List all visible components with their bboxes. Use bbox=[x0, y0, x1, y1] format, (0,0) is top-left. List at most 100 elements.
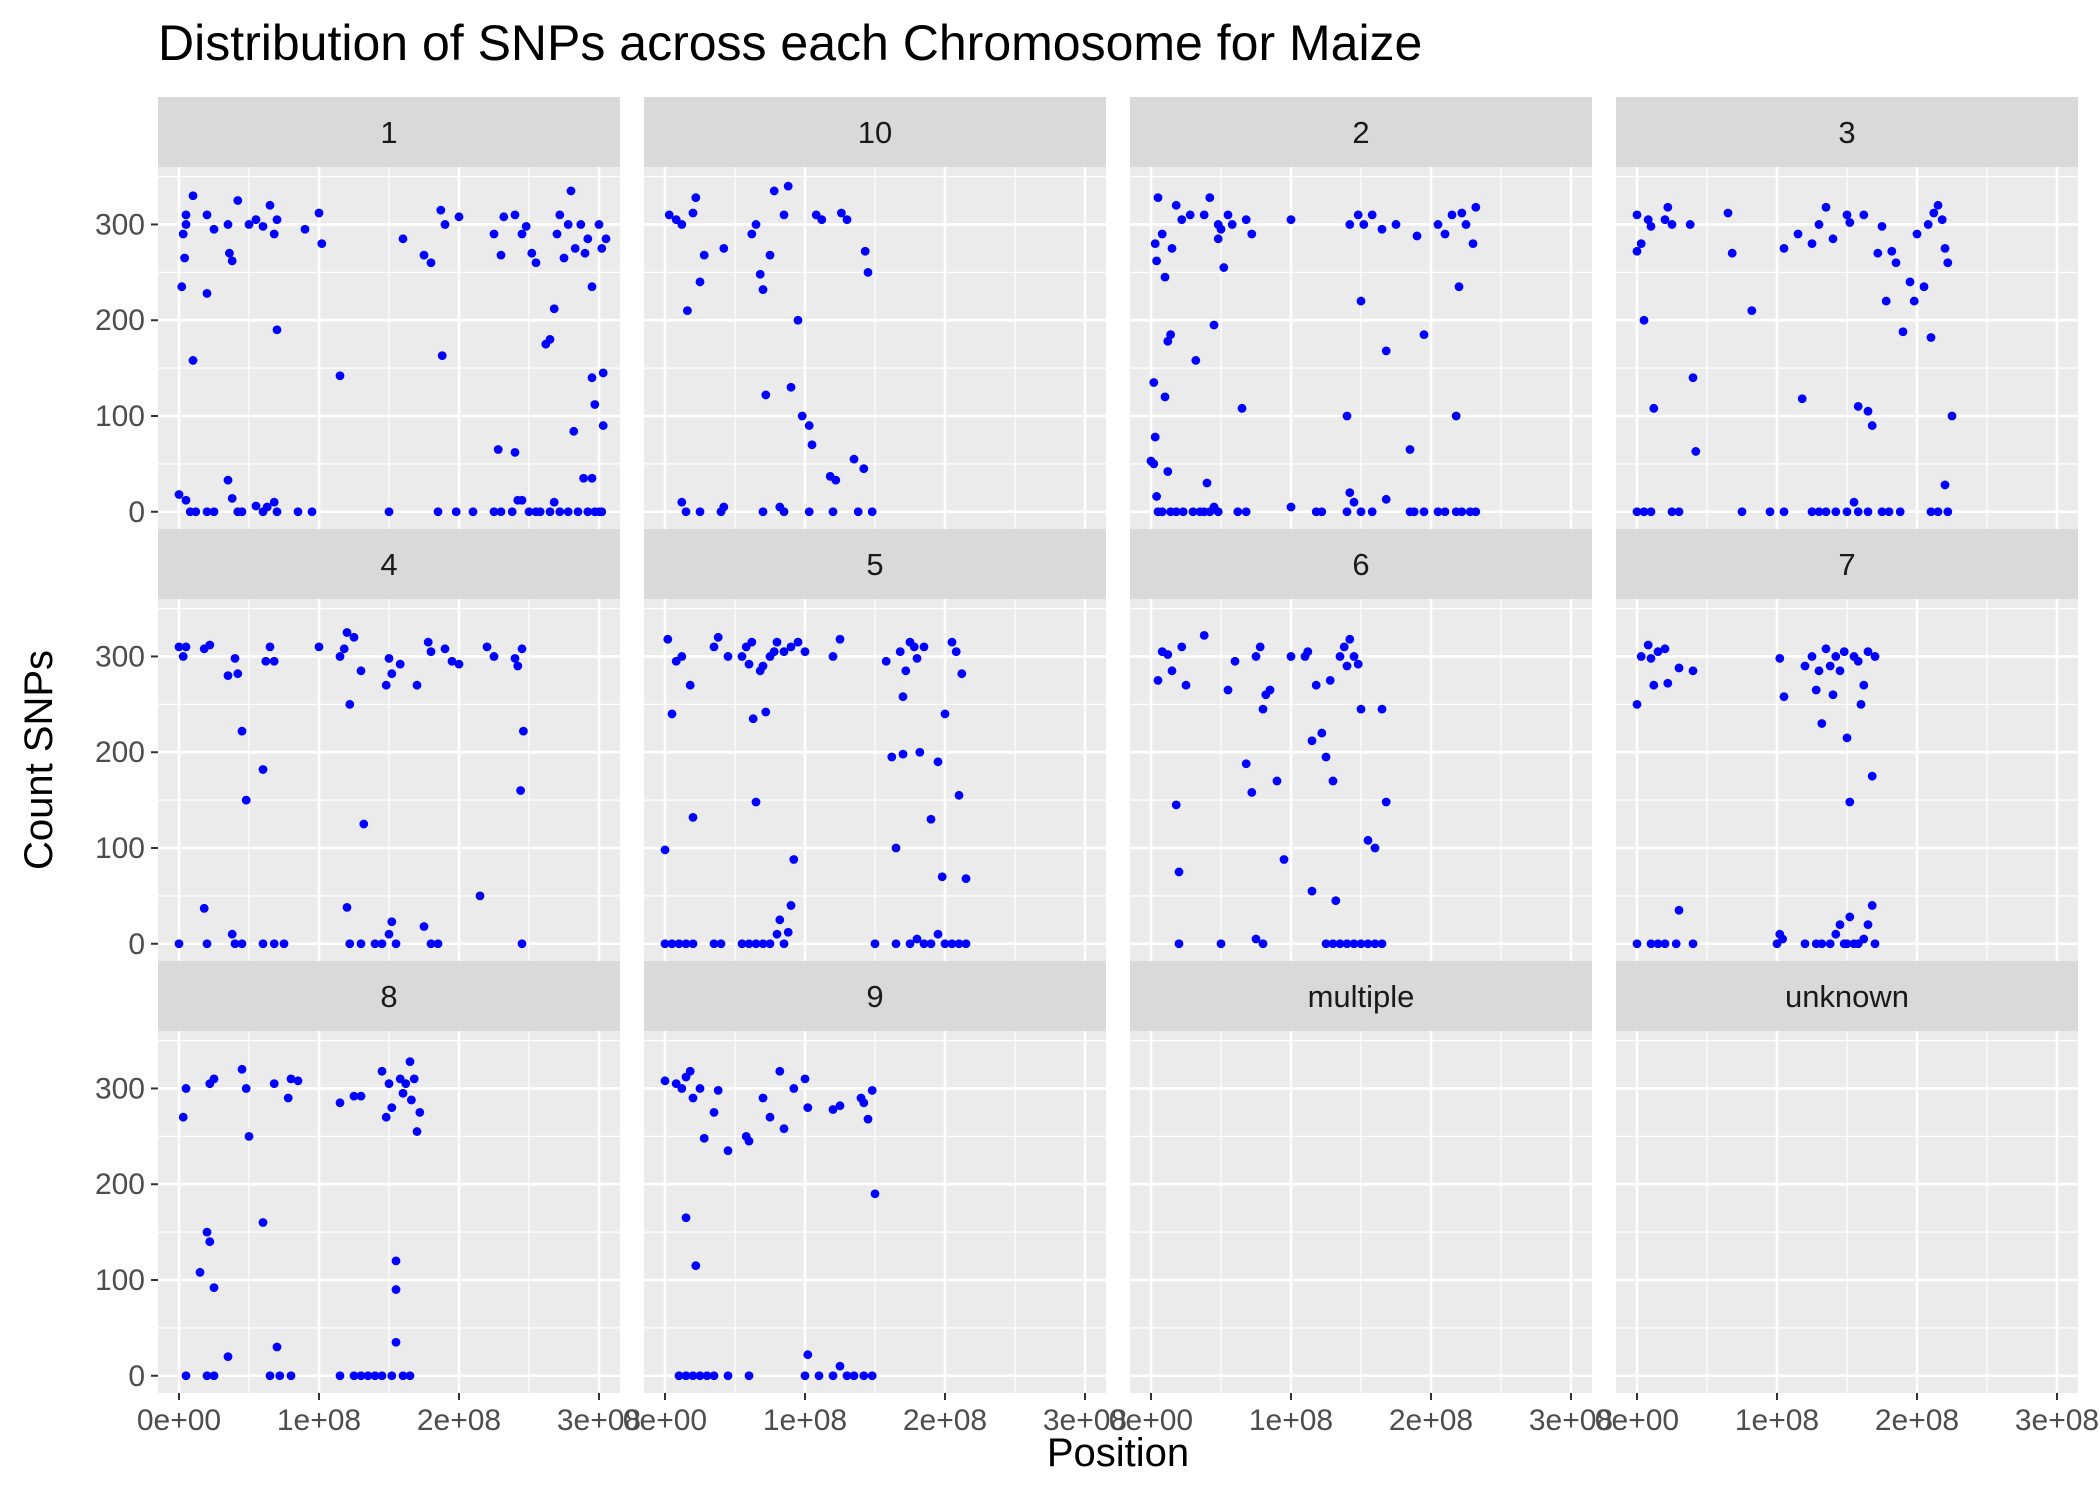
data-point bbox=[895, 647, 905, 657]
y-tick-label: 300 bbox=[95, 640, 145, 673]
data-point bbox=[867, 507, 877, 517]
data-point bbox=[1853, 507, 1863, 517]
data-point bbox=[1775, 653, 1785, 663]
y-tick-label: 300 bbox=[95, 208, 145, 241]
data-point bbox=[1213, 234, 1223, 244]
data-point bbox=[1328, 939, 1338, 949]
data-point bbox=[1688, 939, 1698, 949]
data-point bbox=[227, 256, 237, 266]
data-point bbox=[1160, 392, 1170, 402]
data-point bbox=[1335, 939, 1345, 949]
data-point bbox=[527, 248, 537, 258]
data-point bbox=[1691, 447, 1701, 456]
data-point bbox=[1199, 630, 1209, 640]
data-point bbox=[761, 707, 771, 717]
data-point bbox=[391, 1256, 401, 1266]
data-point bbox=[1636, 239, 1646, 249]
data-point bbox=[1863, 647, 1873, 657]
data-point bbox=[1723, 208, 1733, 218]
y-tick-label: 300 bbox=[95, 1072, 145, 1105]
data-point bbox=[181, 210, 191, 220]
data-point bbox=[230, 653, 240, 663]
data-point bbox=[853, 507, 863, 517]
data-point bbox=[272, 1342, 282, 1352]
facet-strip bbox=[1616, 97, 2078, 167]
data-point bbox=[1409, 507, 1419, 517]
data-point bbox=[940, 709, 950, 719]
data-point bbox=[513, 661, 523, 671]
x-tick-label: 2e+08 bbox=[1875, 1404, 1959, 1437]
data-point bbox=[1646, 653, 1656, 663]
data-point bbox=[1793, 229, 1803, 239]
data-point bbox=[1227, 220, 1237, 229]
data-point bbox=[1419, 330, 1429, 339]
data-point bbox=[1859, 680, 1869, 690]
data-point bbox=[835, 634, 845, 644]
data-point bbox=[269, 497, 279, 507]
data-point bbox=[744, 659, 754, 669]
data-point bbox=[272, 325, 282, 335]
data-point bbox=[688, 208, 698, 218]
data-point bbox=[1814, 666, 1824, 676]
data-point bbox=[412, 680, 422, 690]
data-point bbox=[769, 186, 779, 196]
facet-panel-3: 3 bbox=[1616, 97, 2078, 529]
data-point bbox=[1167, 666, 1177, 676]
data-point bbox=[199, 903, 209, 913]
data-point bbox=[1909, 296, 1919, 306]
chart-title: Distribution of SNPs across each Chromos… bbox=[158, 15, 1422, 71]
data-point bbox=[447, 656, 457, 666]
data-point bbox=[521, 221, 531, 231]
data-point bbox=[519, 726, 528, 736]
data-point bbox=[1433, 220, 1443, 229]
data-point bbox=[660, 1076, 670, 1086]
data-point bbox=[758, 507, 768, 517]
data-point bbox=[859, 464, 869, 474]
data-point bbox=[1370, 843, 1380, 853]
data-point bbox=[709, 642, 719, 652]
data-point bbox=[814, 1371, 824, 1381]
data-point bbox=[1188, 507, 1198, 517]
data-point bbox=[1191, 356, 1201, 365]
data-point bbox=[1328, 776, 1338, 786]
data-point bbox=[828, 1105, 838, 1114]
data-point bbox=[1440, 229, 1450, 239]
data-point bbox=[1339, 642, 1349, 652]
data-point bbox=[499, 212, 509, 222]
data-point bbox=[1807, 652, 1817, 661]
data-point bbox=[387, 1103, 397, 1113]
data-point bbox=[1943, 258, 1953, 268]
data-point bbox=[1377, 224, 1387, 234]
facet-panel-7: 7 bbox=[1616, 529, 2078, 961]
facet-panel-1: 1 0 100 200 300 bbox=[95, 97, 620, 529]
data-point bbox=[1233, 507, 1243, 517]
data-point bbox=[468, 507, 478, 517]
data-point bbox=[1646, 507, 1656, 517]
data-point bbox=[1856, 699, 1866, 709]
data-point bbox=[915, 747, 925, 757]
data-point bbox=[695, 1371, 705, 1381]
data-point bbox=[1353, 659, 1363, 669]
data-point bbox=[177, 282, 187, 292]
data-point bbox=[1663, 678, 1673, 688]
data-point bbox=[804, 421, 814, 430]
data-point bbox=[772, 929, 782, 939]
data-point bbox=[202, 289, 212, 298]
facet-strip bbox=[1616, 529, 2078, 599]
data-point bbox=[1926, 507, 1936, 517]
data-point bbox=[174, 490, 184, 499]
data-point bbox=[489, 507, 499, 517]
data-point bbox=[370, 939, 380, 949]
facet-strip bbox=[644, 529, 1106, 599]
data-point bbox=[863, 267, 873, 277]
data-point bbox=[1845, 218, 1855, 227]
data-point bbox=[423, 637, 433, 647]
data-point bbox=[1814, 220, 1824, 229]
data-point bbox=[887, 752, 897, 762]
data-point bbox=[758, 939, 768, 949]
facet-strip-label: 2 bbox=[1352, 115, 1369, 150]
data-point bbox=[1643, 215, 1653, 225]
data-point bbox=[1646, 939, 1656, 949]
facet-panel-2: 2 bbox=[1130, 97, 1592, 529]
data-point bbox=[1779, 507, 1789, 517]
